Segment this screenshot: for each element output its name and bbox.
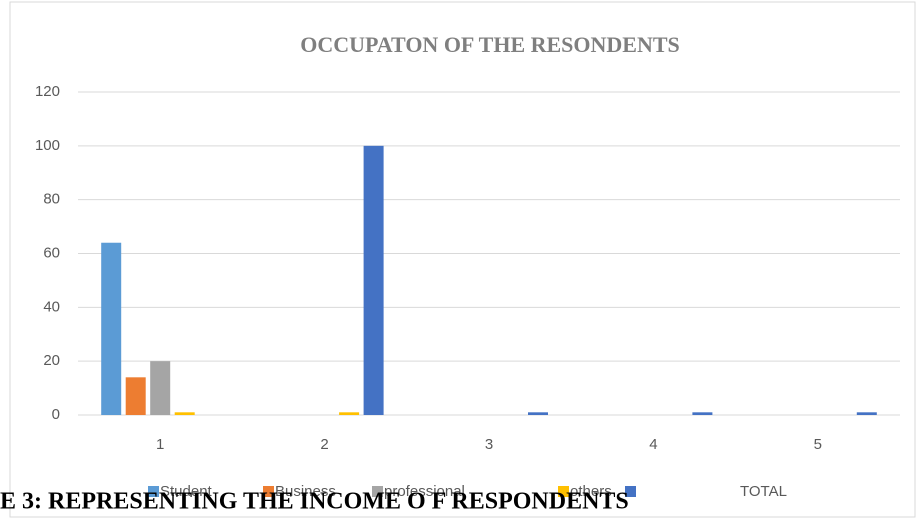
- y-tick-label: 100: [35, 137, 60, 154]
- x-tick-label: 4: [649, 436, 657, 453]
- bar: [692, 412, 713, 415]
- y-tick-label: 40: [43, 298, 60, 315]
- y-tick-label: 60: [43, 244, 60, 261]
- legend-swatch: [625, 486, 636, 497]
- y-tick-label: 80: [43, 191, 60, 208]
- caption: E 3: REPRESENTING THE INCOME O F RESPOND…: [0, 489, 629, 515]
- legend-swatch: [148, 486, 159, 497]
- legend-label: professional: [384, 483, 465, 500]
- bar: [528, 412, 548, 415]
- y-tick-label: 0: [52, 406, 60, 423]
- bar: [150, 361, 171, 415]
- x-tick-label: 3: [485, 436, 493, 453]
- x-tick-label: 1: [156, 436, 164, 453]
- x-tick-label: 5: [814, 436, 822, 453]
- y-tick-label: 120: [35, 83, 60, 100]
- legend-label: TOTAL: [740, 483, 787, 500]
- legend-swatch: [372, 486, 383, 497]
- legend-label: Business: [275, 483, 336, 500]
- legend-label: Student: [160, 483, 213, 500]
- chart-frame: [9, 1, 916, 518]
- legend-swatch: [263, 486, 274, 497]
- bar: [125, 377, 146, 415]
- bar: [174, 412, 195, 415]
- legend-swatch: [558, 486, 569, 497]
- x-tick-label: 2: [320, 436, 328, 453]
- bar: [856, 412, 877, 415]
- bar: [339, 412, 360, 415]
- y-tick-label: 20: [43, 352, 60, 369]
- chart-title: OCCUPATON OF THE RESONDENTS: [300, 32, 680, 57]
- bar: [363, 145, 384, 416]
- bar: [101, 242, 122, 415]
- legend-label: others: [570, 483, 612, 500]
